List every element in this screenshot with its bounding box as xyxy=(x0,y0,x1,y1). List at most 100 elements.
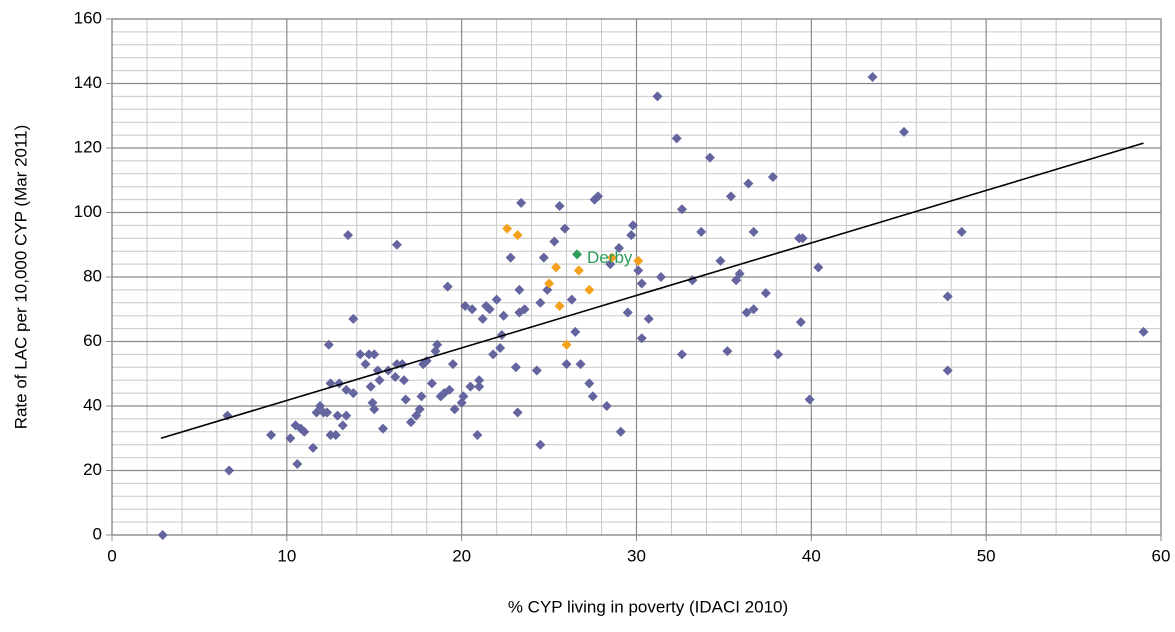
point xyxy=(458,391,469,402)
point xyxy=(773,349,784,360)
point xyxy=(377,423,388,434)
point xyxy=(514,284,525,295)
point xyxy=(795,317,806,328)
point xyxy=(449,404,460,415)
point xyxy=(626,230,637,241)
point xyxy=(676,349,687,360)
point xyxy=(519,304,530,315)
point xyxy=(643,313,654,324)
point xyxy=(341,410,352,421)
y-axis-title: Rate of LAC per 10,000 CYP (Mar 2011) xyxy=(11,125,30,430)
point xyxy=(495,342,506,353)
point xyxy=(614,242,625,253)
point xyxy=(398,375,409,386)
point xyxy=(898,126,909,137)
point xyxy=(332,410,343,421)
point xyxy=(330,430,341,441)
point xyxy=(956,226,967,237)
point xyxy=(224,465,235,476)
point xyxy=(416,391,427,402)
point xyxy=(460,301,471,312)
point xyxy=(285,433,296,444)
point xyxy=(538,252,549,263)
point xyxy=(593,191,604,202)
point xyxy=(325,430,336,441)
y-tick-label: 60 xyxy=(83,331,102,350)
point xyxy=(559,223,570,234)
point xyxy=(369,349,380,360)
point xyxy=(400,394,411,405)
point xyxy=(364,349,375,360)
point xyxy=(636,278,647,289)
point xyxy=(343,230,354,241)
point xyxy=(561,359,572,370)
y-tick-label: 160 xyxy=(74,8,102,27)
point xyxy=(512,230,523,241)
x-tick-label: 40 xyxy=(802,546,821,565)
point xyxy=(365,381,376,392)
point xyxy=(622,307,633,318)
point xyxy=(797,233,808,244)
point xyxy=(355,349,366,360)
point xyxy=(491,294,502,305)
point xyxy=(551,262,562,273)
x-tick-label: 60 xyxy=(1152,546,1171,565)
y-tick-label: 140 xyxy=(74,73,102,92)
point xyxy=(573,265,584,276)
point xyxy=(748,226,759,237)
point xyxy=(348,388,359,399)
x-tick-label: 20 xyxy=(452,546,471,565)
point xyxy=(516,197,527,208)
point xyxy=(502,223,513,234)
point xyxy=(266,430,277,441)
point xyxy=(561,339,572,350)
point xyxy=(308,442,319,453)
trendline xyxy=(160,142,1144,440)
point xyxy=(760,288,771,299)
x-tick-label: 30 xyxy=(627,546,646,565)
x-axis-title: % CYP living in poverty (IDACI 2010) xyxy=(508,597,788,616)
point xyxy=(414,404,425,415)
point xyxy=(804,394,815,405)
point xyxy=(696,226,707,237)
x-tick-label: 50 xyxy=(977,546,996,565)
point xyxy=(544,278,555,289)
point xyxy=(535,297,546,308)
point xyxy=(535,439,546,450)
point xyxy=(1138,326,1149,337)
point xyxy=(360,359,371,370)
point xyxy=(722,346,733,357)
point xyxy=(369,404,380,415)
point xyxy=(584,378,595,389)
point xyxy=(655,272,666,282)
x-tick-label: 0 xyxy=(107,546,116,565)
point xyxy=(432,339,443,350)
point xyxy=(512,407,523,418)
point xyxy=(474,381,485,392)
point xyxy=(676,204,687,215)
point xyxy=(813,262,824,273)
point xyxy=(498,310,509,321)
point xyxy=(942,291,953,302)
point xyxy=(323,339,334,350)
point xyxy=(510,362,521,373)
point xyxy=(322,407,333,418)
point xyxy=(505,252,516,263)
point xyxy=(587,391,598,402)
point xyxy=(391,239,402,250)
point xyxy=(633,255,644,266)
point xyxy=(715,255,726,266)
point xyxy=(484,304,495,315)
point xyxy=(337,420,348,431)
point xyxy=(575,359,586,370)
point xyxy=(157,530,168,540)
point xyxy=(725,191,736,202)
point xyxy=(348,313,359,324)
point xyxy=(584,284,595,295)
point xyxy=(467,304,478,315)
point xyxy=(767,172,778,183)
point xyxy=(671,133,682,144)
y-tick-label: 0 xyxy=(93,524,102,543)
point xyxy=(607,252,618,263)
